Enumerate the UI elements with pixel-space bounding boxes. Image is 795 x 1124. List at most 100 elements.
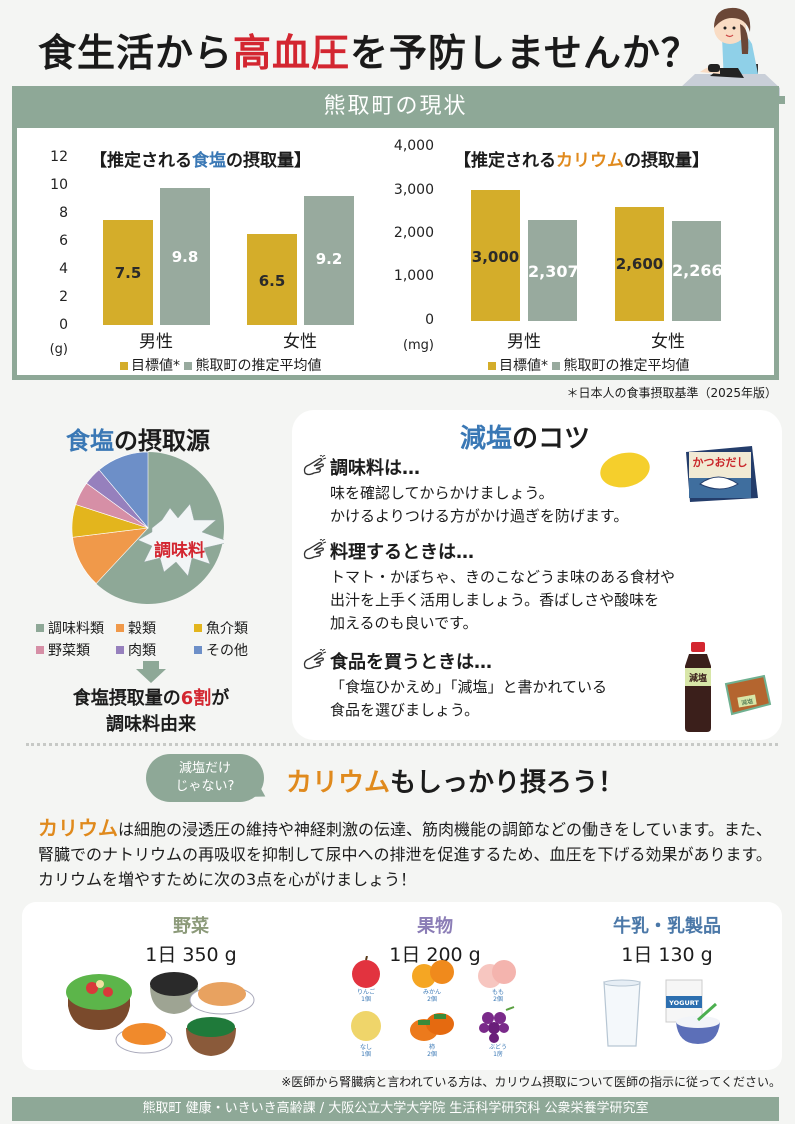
dashi-box-icon: かつおだし bbox=[686, 446, 758, 502]
category-label: 男性 bbox=[507, 332, 541, 352]
title-suffix: を予防しませんか？ bbox=[350, 31, 700, 75]
legend-item: 魚介類 bbox=[194, 618, 248, 638]
legend-swatch bbox=[116, 624, 124, 632]
down-arrow-icon bbox=[136, 661, 166, 683]
salt-source-title-suffix: の摂取源 bbox=[114, 427, 210, 455]
bar-value: 9.2 bbox=[315, 250, 343, 268]
pie-slice-other bbox=[98, 452, 149, 529]
bar-value: 2,600 bbox=[615, 255, 664, 273]
mandarin-icon bbox=[412, 960, 454, 988]
fruit-name: ぶどう bbox=[488, 1044, 507, 1051]
pointing-hand-icon bbox=[303, 649, 327, 670]
dietary-standard-footnote: ＊日本人の食事摂取基準（2025年版） bbox=[566, 386, 777, 400]
potassium-description: カリウムは細胞の浸透圧の維持や神経刺激の伝達、筋肉機能の調節などの働きをしていま… bbox=[38, 816, 778, 892]
tip-heading-shopping: 食品を買うときは… bbox=[302, 648, 492, 674]
ytick: 0 bbox=[425, 312, 434, 328]
page-title: 食生活から高血圧を予防しませんか？ bbox=[38, 22, 700, 77]
yogurt-label: YOGURT bbox=[668, 999, 699, 1007]
y-unit: (mg) bbox=[402, 338, 434, 353]
salt-chart-legend: 目標値* 熊取町の推定平均値 bbox=[120, 355, 321, 375]
food-name: 牛乳・乳製品 bbox=[613, 916, 721, 937]
fruit-name: もも bbox=[491, 989, 504, 996]
legend-item: 調味料類 bbox=[36, 618, 116, 638]
fruit-label-grapes: ぶどう 1房 bbox=[480, 1044, 516, 1058]
miso-label: 減塩 bbox=[741, 697, 754, 707]
tip-body-cooking: トマト・かぼちゃ、きのこなどうま味のある食材や 出汁を上手く活用しましょう。香ば… bbox=[330, 566, 675, 635]
potassium-chart-title: 【推定されるカリウムの摂取量】 bbox=[454, 146, 709, 171]
legend-swatch bbox=[116, 646, 124, 654]
tip-line: 味を確認してからかけましょう。 bbox=[330, 484, 554, 502]
ytick: 4 bbox=[59, 261, 68, 277]
status-header: 熊取町の現状 bbox=[12, 86, 779, 128]
ytick: 3,000 bbox=[393, 182, 434, 198]
legend-swatch bbox=[194, 624, 202, 632]
salt-source-title-highlight: 食塩 bbox=[66, 427, 114, 455]
title-prefix: 食生活から bbox=[38, 31, 234, 75]
ytick: 12 bbox=[50, 149, 68, 165]
legend-label: 肉類 bbox=[128, 643, 156, 659]
legend-label: 目標値* bbox=[499, 358, 548, 374]
fruit-name: りんご bbox=[356, 989, 375, 996]
tips-title: 減塩のコツ bbox=[460, 418, 590, 455]
potassium-chart-legend: 目標値* 熊取町の推定平均値 bbox=[488, 355, 689, 375]
bar-value: 9.8 bbox=[171, 248, 199, 266]
low-salt-soy-sauce-bottle-icon: 減塩 bbox=[685, 642, 711, 732]
y-unit: (g) bbox=[49, 342, 68, 357]
pear-icon bbox=[351, 1011, 381, 1041]
grapes-icon bbox=[479, 1006, 515, 1043]
salt-bar-female-goal: 6.5 bbox=[247, 234, 297, 325]
conclusion-line2: 調味料由来 bbox=[106, 714, 196, 735]
tip-line: 食品を選びましょう。 bbox=[330, 701, 480, 719]
salt-title-highlight: 食塩 bbox=[192, 151, 226, 171]
vegetable-recommendation: 野菜 1日 350 g bbox=[116, 912, 266, 967]
ytick: 2,000 bbox=[393, 225, 434, 241]
potassium-title-highlight: カリウム bbox=[556, 151, 624, 171]
fruit-name: 柿 bbox=[428, 1044, 435, 1051]
salt-bar-female-avg: 9.2 bbox=[304, 196, 354, 325]
title-highlight: 高血圧 bbox=[233, 31, 351, 75]
fruit-illustrations: りんご 1個 みかん 2個 もも 2個 なし 1個 柿 2個 ぶどう 1房 bbox=[344, 956, 530, 1072]
ytick: 6 bbox=[59, 233, 68, 249]
vegetable-dishes-illustration bbox=[66, 972, 255, 1056]
apple-icon bbox=[352, 956, 380, 988]
bubble-line2: じゃない? bbox=[175, 779, 235, 794]
legend-swatch bbox=[194, 646, 202, 654]
legend-label: 野菜類 bbox=[48, 643, 90, 659]
fruit-label-mandarin: みかん 2個 bbox=[414, 989, 450, 1003]
conclusion-suffix: が bbox=[211, 688, 230, 709]
legend-swatch-avg bbox=[184, 361, 193, 370]
legend-label: 魚介類 bbox=[206, 621, 248, 637]
pointing-hand-icon bbox=[303, 455, 327, 476]
salt-source-pie-chart bbox=[72, 452, 224, 604]
lemon-icon bbox=[600, 452, 650, 488]
fruit-label-persimmon: 柿 2個 bbox=[414, 1044, 450, 1058]
dashi-box-label: かつおだし bbox=[693, 456, 748, 469]
tip-heading-text: 食品を買うときは… bbox=[330, 652, 492, 673]
tip-heading-text: 料理するときは… bbox=[330, 542, 474, 563]
salt-chart-title: 【推定される食塩の摂取量】 bbox=[90, 146, 311, 171]
bar-value: 3,000 bbox=[471, 248, 520, 266]
potassium-bar-female-avg: 2,266 bbox=[672, 221, 723, 321]
tip-line: 出汁を上手く活用しましょう。香ばしさや酸味を bbox=[330, 591, 660, 609]
ytick: 2 bbox=[59, 289, 68, 305]
tips-title-suffix: のコツ bbox=[512, 424, 591, 454]
legend-label: 熊取町の推定平均値 bbox=[563, 358, 690, 374]
ytick: 0 bbox=[59, 317, 68, 333]
kidney-disease-note: ※医師から腎臓病と言われている方は、カリウム摂取について医師の指示に従ってくださ… bbox=[281, 1075, 781, 1089]
potassium-bar-female-goal: 2,600 bbox=[615, 207, 664, 321]
milk-yogurt-illustration: YOGURT bbox=[603, 979, 720, 1047]
tip-line: かけるよりつける方がかけ過ぎを防げます。 bbox=[330, 507, 629, 525]
tip-line: 「食塩ひかえめ」「減塩」と書かれている bbox=[330, 678, 608, 696]
food-amount: 1日 130 g bbox=[621, 944, 713, 966]
legend-swatch-goal bbox=[120, 361, 128, 370]
persimmon-icon bbox=[410, 1013, 454, 1041]
conclusion-prefix: 食塩摂取量の bbox=[72, 688, 181, 709]
legend-label: 穀類 bbox=[128, 621, 156, 637]
salt-source-conclusion: 食塩摂取量の6割が 調味料由来 bbox=[40, 686, 262, 738]
legend-label: 調味料類 bbox=[48, 621, 104, 637]
tip-line: トマト・かぼちゃ、きのこなどうま味のある食材や bbox=[330, 568, 676, 586]
salt-title-suffix: の摂取量】 bbox=[226, 151, 311, 171]
salt-bar-male-goal: 7.5 bbox=[103, 220, 153, 325]
fruit-count: 1個 bbox=[361, 1051, 371, 1058]
ytick: 4,000 bbox=[393, 138, 434, 154]
